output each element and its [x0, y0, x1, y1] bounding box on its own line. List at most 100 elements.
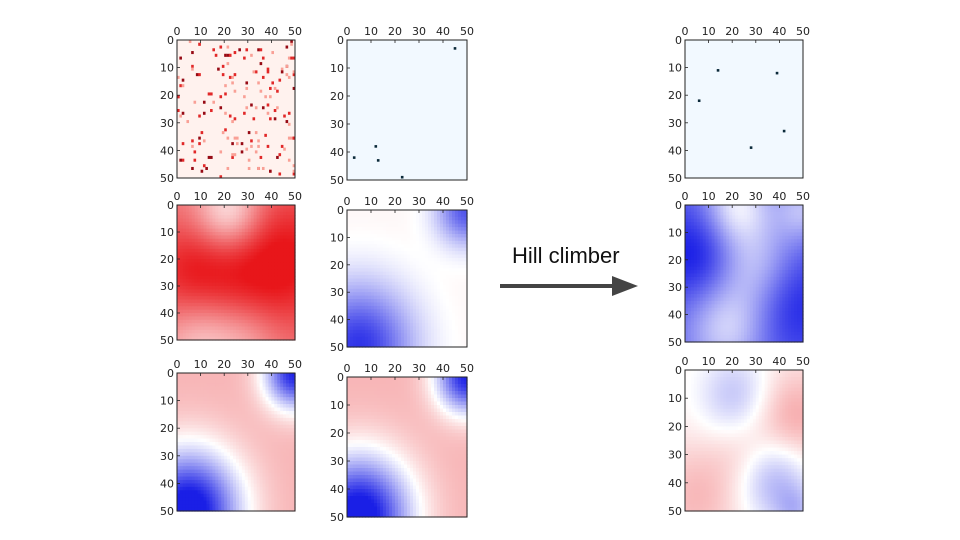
field-cell — [221, 221, 225, 226]
field-cell — [194, 299, 199, 304]
field-cell — [250, 252, 255, 257]
field-cell — [410, 261, 414, 266]
field-cell — [443, 237, 447, 242]
field-cell — [244, 466, 249, 471]
field-cell — [392, 257, 396, 262]
field-cell — [271, 404, 275, 409]
field-cell — [203, 333, 208, 338]
field-cell — [368, 309, 372, 314]
field-cell — [221, 462, 225, 467]
field-cell — [206, 414, 211, 419]
field-cell — [350, 278, 354, 283]
field-cell — [440, 302, 444, 307]
field-cell — [236, 313, 240, 317]
field-cell — [350, 240, 354, 245]
field-cell — [386, 264, 390, 269]
field-cell — [280, 373, 284, 378]
field-cell — [431, 223, 435, 228]
field-cell — [215, 262, 219, 267]
field-cell — [215, 431, 219, 436]
field-cell — [268, 476, 272, 481]
field-cell — [197, 455, 202, 460]
field-cell — [289, 316, 293, 321]
field-cell — [359, 264, 363, 269]
field-cell — [250, 275, 255, 280]
field-cell — [218, 218, 222, 223]
field-cell — [268, 497, 272, 502]
heatmap-cell — [226, 62, 230, 66]
field-cell — [425, 251, 429, 256]
field-cell — [392, 254, 396, 259]
field-cell — [224, 383, 228, 388]
field-cell — [247, 215, 252, 220]
field-cell — [422, 223, 426, 228]
field-cell — [365, 316, 369, 321]
field-cell — [238, 459, 243, 464]
field-cell — [182, 428, 187, 433]
field-cell — [458, 237, 462, 242]
field-cell — [286, 252, 290, 257]
field-cell — [362, 275, 366, 280]
field-cell — [422, 244, 426, 249]
field-cell — [256, 448, 261, 453]
field-cell — [371, 223, 375, 228]
field-cell — [461, 309, 465, 314]
field-cell — [262, 476, 267, 481]
field-cell — [233, 466, 237, 471]
field-cell — [347, 264, 351, 269]
field-cell — [413, 220, 417, 225]
field-cell — [185, 313, 190, 317]
field-cell — [209, 504, 213, 509]
field-cell — [440, 223, 444, 228]
field-cell — [236, 306, 240, 311]
field-cell — [194, 400, 199, 405]
field-cell — [197, 479, 202, 484]
field-cell — [452, 251, 456, 256]
field-cell — [227, 221, 231, 226]
field-cell — [247, 306, 252, 311]
field-cell — [461, 251, 465, 256]
field-cell — [233, 286, 237, 290]
field-cell — [194, 279, 199, 284]
field-cell — [218, 211, 222, 216]
field-cell — [212, 469, 216, 474]
field-cell — [259, 238, 264, 243]
field-cell — [449, 319, 453, 324]
field-cell — [389, 305, 393, 310]
field-cell — [277, 410, 281, 415]
field-cell — [215, 333, 219, 338]
field-cell — [177, 435, 181, 440]
heatmap-cell — [259, 155, 263, 159]
field-cell — [209, 282, 213, 287]
field-cell — [206, 296, 211, 301]
field-cell — [271, 473, 275, 478]
field-cell — [177, 483, 181, 488]
field-cell — [455, 251, 459, 256]
field-cell — [410, 278, 414, 283]
field-cell — [283, 466, 287, 471]
field-cell — [292, 262, 296, 267]
field-cell — [401, 312, 405, 317]
field-cell — [289, 299, 293, 304]
field-cell — [221, 252, 225, 257]
field-cell — [191, 466, 196, 471]
field-cell — [280, 242, 284, 247]
field-cell — [238, 279, 243, 284]
field-cell — [437, 299, 441, 304]
field-cell — [200, 407, 205, 412]
field-cell — [238, 445, 243, 450]
field-cell — [283, 248, 287, 253]
field-cell — [238, 265, 243, 270]
field-cell — [286, 414, 290, 419]
field-cell — [371, 281, 375, 286]
field-cell — [286, 232, 290, 236]
field-cell — [274, 390, 278, 395]
field-cell — [256, 507, 261, 512]
field-cell — [191, 397, 196, 402]
field-cell — [203, 500, 208, 505]
field-cell — [247, 326, 252, 331]
field-cell — [209, 414, 213, 419]
field-cell — [289, 272, 293, 277]
field-cell — [227, 262, 231, 267]
